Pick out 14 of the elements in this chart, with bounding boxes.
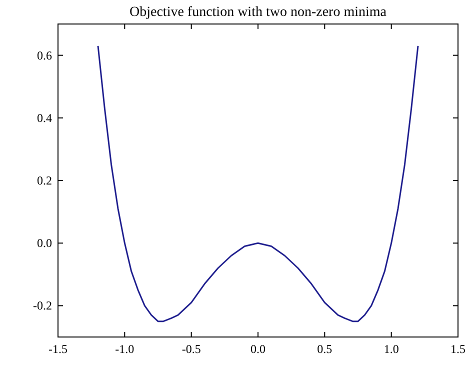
x-tick-label: 1.5 <box>450 342 466 356</box>
line-series <box>97 45 419 322</box>
x-tick-label: 1.0 <box>384 342 399 356</box>
y-tick-label: 0.2 <box>37 174 52 188</box>
x-tick-label: -0.5 <box>182 342 201 356</box>
chart-title: Objective function with two non-zero minima <box>130 5 388 20</box>
y-tick-label: 0.4 <box>37 110 52 125</box>
y-tick-label: -0.2 <box>33 298 52 313</box>
x-tick-label: -1.5 <box>48 342 68 356</box>
x-tick-label: 0.0 <box>250 342 266 356</box>
x-tick-label: 0.5 <box>317 342 332 356</box>
x-tick-label: -1.0 <box>115 342 134 356</box>
y-tick-label: 0.6 <box>37 48 52 62</box>
y-tick-label: 0.0 <box>37 236 52 250</box>
